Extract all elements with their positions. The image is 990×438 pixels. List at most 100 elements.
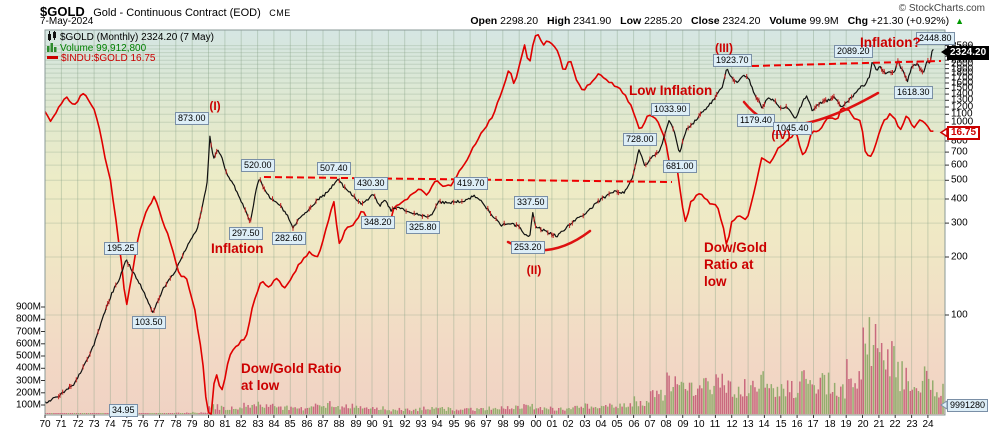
x-axis-year-label: 97 [480, 419, 492, 430]
x-axis-year-label: 94 [431, 419, 443, 430]
price-axis-label: 400 [951, 193, 968, 205]
x-axis-year-label: 76 [137, 419, 149, 430]
price-callout: 253.20 [511, 241, 545, 254]
low-value: 2285.20 [644, 15, 683, 27]
wave-label: (III) [715, 41, 733, 55]
x-axis-year-label: 92 [399, 419, 411, 430]
x-axis-year-label: 88 [333, 419, 345, 430]
price-callout: 282.60 [272, 232, 306, 245]
price-callout: 1033.90 [651, 103, 690, 116]
annotation-text: Low Inflation [629, 83, 713, 98]
price-axis-label: 800 [951, 135, 968, 147]
close-value: 2324.20 [722, 15, 761, 27]
price-callout: 728.00 [623, 133, 657, 146]
price-callout: 520.00 [241, 159, 275, 172]
chg-value: +21.30 (+0.92%) [870, 15, 950, 27]
x-axis-year-label: 91 [382, 419, 394, 430]
symbol-title: $GOLD [40, 4, 85, 19]
x-axis-year-label: 05 [611, 419, 623, 430]
x-axis-year-label: 98 [497, 419, 509, 430]
price-callout: 195.25 [104, 242, 138, 255]
x-axis-year-label: 71 [55, 419, 67, 430]
price-callout: 34.95 [109, 404, 138, 417]
chart-title-row: $GOLD Gold - Continuous Contract (EOD) C… [40, 3, 291, 21]
x-axis-year-label: 07 [644, 419, 656, 430]
price-axis-label: 1600 [951, 77, 974, 89]
x-axis-year-label: 06 [628, 419, 640, 430]
chg-up-icon: ▲ [955, 16, 964, 26]
legend-volume-label: Volume 99,912,800 [60, 43, 147, 54]
x-axis-year-label: 16 [791, 419, 803, 430]
wave-label: (II) [526, 263, 542, 277]
wave-label: (I) [209, 99, 221, 113]
x-axis-year-label: 18 [824, 419, 836, 430]
annotation-text: Inflation [211, 241, 264, 256]
chg-label: Chg [847, 15, 868, 27]
x-axis-year-label: 24 [922, 419, 934, 430]
x-axis-year-label: 84 [268, 419, 280, 430]
red-line-icon [47, 56, 58, 59]
volume-bars-icon [47, 43, 57, 52]
x-axis-year-label: 70 [39, 419, 51, 430]
high-label: High [547, 15, 571, 27]
x-axis-year-label: 00 [530, 419, 542, 430]
volume-axis-label: 900M [15, 301, 41, 313]
x-axis-year-label: 93 [415, 419, 427, 430]
price-axis-label: 1400 [951, 88, 974, 100]
close-label: Close [690, 15, 720, 27]
legend-ratio: $INDU:$GOLD 16.75 [47, 53, 156, 64]
x-axis-year-label: 20 [857, 419, 869, 430]
price-axis-label: 1000 [951, 116, 974, 128]
volume-axis-label: 800M [15, 313, 41, 325]
price-callout: 297.50 [229, 227, 263, 240]
x-axis-year-label: 19 [840, 419, 852, 430]
x-axis-year-label: 89 [350, 419, 362, 430]
price-callout: 873.00 [175, 112, 209, 125]
last-price-box: 2324.20 [947, 46, 990, 60]
volume-axis-label: 300M [15, 375, 41, 387]
x-axis-year-label: 13 [742, 419, 754, 430]
price-axis-label: 100 [951, 309, 968, 321]
price-callout: 419.70 [454, 177, 488, 190]
price-axis-label: 200 [951, 251, 968, 263]
x-axis-year-label: 73 [88, 419, 100, 430]
x-axis-year-label: 15 [775, 419, 787, 430]
price-callout: 2089.20 [834, 45, 873, 58]
volume-axis-label: 700M [15, 326, 41, 338]
price-callout: 1923.70 [713, 54, 752, 67]
open-value: 2298.20 [500, 15, 539, 27]
volume-value: 99.9M [809, 15, 839, 27]
legend-main: $GOLD (Monthly) 2324.20 (7 May) [47, 31, 214, 43]
price-axis-label: 1900 [951, 63, 974, 75]
price-axis-label: 1500 [951, 82, 974, 94]
price-axis-label: 300 [951, 217, 968, 229]
x-axis-year-label: 99 [513, 419, 525, 430]
x-axis-year-label: 01 [546, 419, 558, 430]
price-callout: 1045.40 [773, 122, 812, 135]
legend-volume: Volume 99,912,800 [47, 42, 147, 54]
x-axis-year-label: 90 [366, 419, 378, 430]
x-axis-year-label: 04 [595, 419, 607, 430]
price-axis-label: 2100 [951, 54, 974, 66]
low-label: Low [620, 15, 642, 27]
price-callout: 325.80 [406, 221, 440, 234]
annotation-text: Inflation? [860, 35, 921, 50]
x-axis-year-label: 78 [170, 419, 182, 430]
ratio-value-box: 16.75 [947, 126, 981, 140]
volume-label: Volume [769, 15, 807, 27]
price-callout: 1179.40 [737, 114, 775, 127]
x-axis-year-label: 08 [660, 419, 672, 430]
annotation-text: Dow/Gold Ratio at low [241, 361, 342, 393]
price-callout: 430.30 [354, 177, 388, 190]
open-label: Open [470, 15, 498, 27]
x-axis-year-label: 80 [203, 419, 215, 430]
price-callout: 681.00 [663, 160, 697, 173]
x-axis-year-label: 12 [726, 419, 738, 430]
chart-date: 7-May-2024 [40, 16, 94, 27]
volume-axis-label: 500M [15, 350, 41, 362]
chart-description: Gold - Continuous Contract (EOD) [93, 7, 261, 19]
x-axis-year-label: 02 [562, 419, 574, 430]
x-axis-year-label: 85 [284, 419, 296, 430]
x-axis-year-label: 74 [104, 419, 116, 430]
